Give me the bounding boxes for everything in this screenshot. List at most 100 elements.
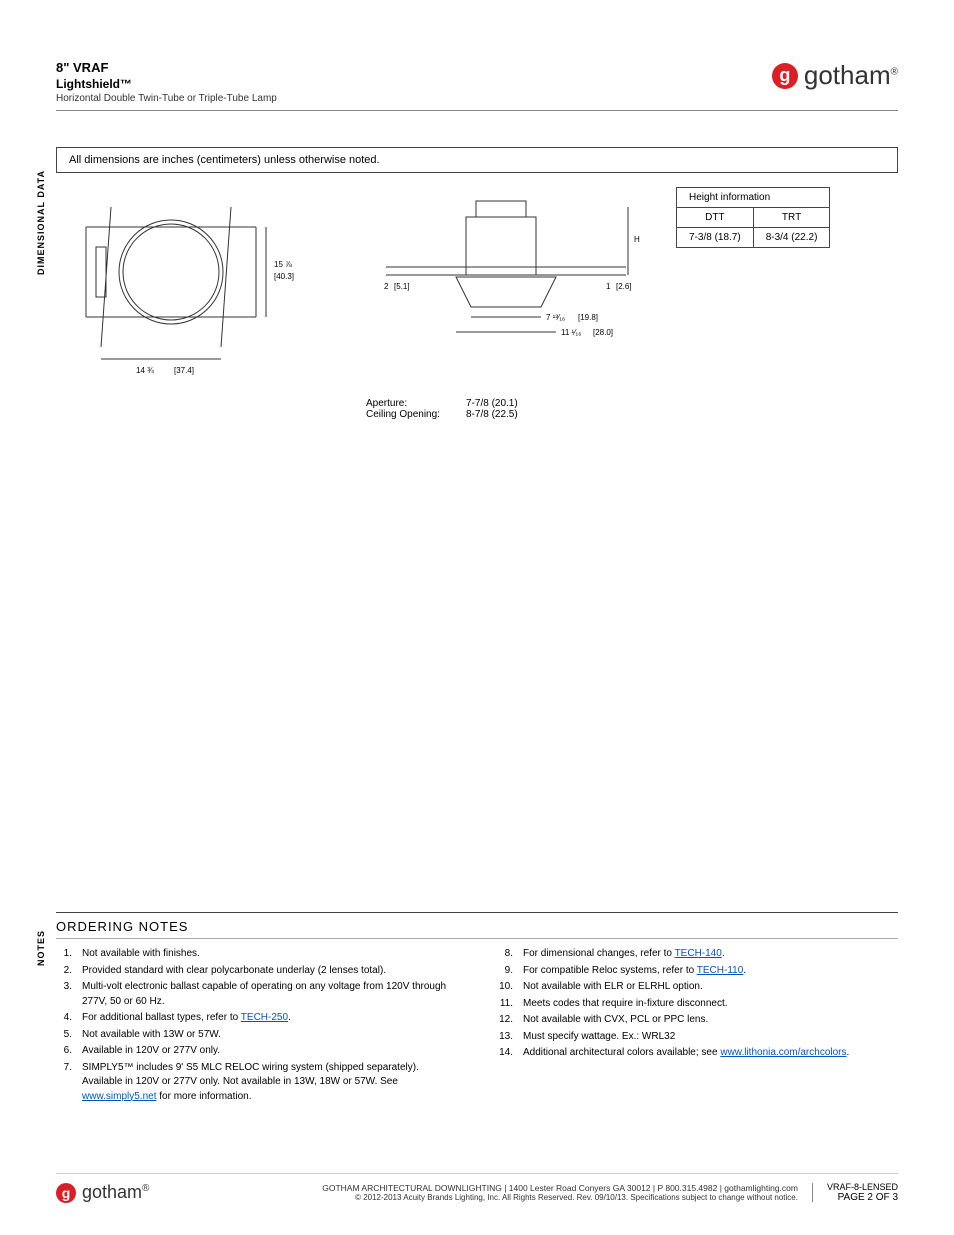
note-number: 9. <box>497 964 513 979</box>
note-text: Multi-volt electronic ballast capable of… <box>82 980 457 1009</box>
aperture-value: 7-7/8 (20.1) <box>466 398 518 409</box>
note-text: Not available with 13W or 57W. <box>82 1028 221 1043</box>
note-row: 6. Available in 120V or 277V only. <box>56 1044 457 1059</box>
footer-g-icon: g <box>56 1183 76 1203</box>
brand-logo: g gotham® <box>772 60 898 91</box>
aperture-block: Aperture: 7-7/8 (20.1) Ceiling Opening: … <box>366 398 646 420</box>
note-row: 2. Provided standard with clear polycarbo… <box>56 964 457 979</box>
dim-right-in: 1 <box>606 282 611 291</box>
note-link[interactable]: www.lithonia.com/archcolors <box>720 1047 846 1058</box>
dim-right-cm: [2.6] <box>616 282 632 291</box>
dim-outer-cm: [28.0] <box>593 328 613 337</box>
dim-width-in: 14 ¾ <box>136 366 154 375</box>
product-subname: Lightshield™ <box>56 77 277 91</box>
note-text: For dimensional changes, refer to TECH-1… <box>523 947 725 962</box>
note-link[interactable]: TECH-110 <box>697 965 744 976</box>
note-number: 14. <box>497 1046 513 1061</box>
note-text: SIMPLY5™ includes 9' S5 MLC RELOC wiring… <box>82 1061 457 1105</box>
dim-inner-cm: [19.8] <box>578 313 598 322</box>
height-table-wrap: Height information DTT TRT 7-3/8 (18.7) … <box>676 187 830 248</box>
note-number: 12. <box>497 1013 513 1028</box>
height-table-title: Height information <box>677 188 830 208</box>
notes-col-right: 8. For dimensional changes, refer to TECH… <box>497 947 898 1106</box>
product-name: 8" VRAF <box>56 60 277 75</box>
drawing-side-svg: 2 [5.1] 1 [2.6] H 7 ¹³⁄₁₆ [19.8] 11 ¹⁄₁₆… <box>366 187 646 357</box>
footer-right: VRAF-8-LENSED PAGE 2 OF 3 <box>827 1182 898 1203</box>
aperture-label: Aperture: <box>366 398 456 409</box>
note-number: 1. <box>56 947 72 962</box>
note-row: 1. Not available with finishes. <box>56 947 457 962</box>
note-text: Must specify wattage. Ex.: WRL32 <box>523 1030 675 1045</box>
dim-left-cm: [5.1] <box>394 282 410 291</box>
brand-g-icon: g <box>772 63 798 89</box>
footer-copyright: © 2012-2013 Acuity Brands Lighting, Inc.… <box>163 1193 798 1202</box>
note-link[interactable]: TECH-140 <box>675 948 722 959</box>
brand-text: gotham® <box>804 60 898 91</box>
footer-brand-text: gotham® <box>82 1182 149 1203</box>
note-link[interactable]: TECH-250 <box>241 1012 288 1023</box>
dim-left-in: 2 <box>384 282 389 291</box>
note-number: 4. <box>56 1011 72 1026</box>
notes-title: ORDERING NOTES <box>56 919 898 934</box>
note-row: 8. For dimensional changes, refer to TECH… <box>497 947 898 962</box>
dimension-note-text: All dimensions are inches (centimeters) … <box>69 154 380 166</box>
dimension-note-box: All dimensions are inches (centimeters) … <box>56 147 898 173</box>
note-number: 3. <box>56 980 72 1009</box>
page-footer: g gotham® GOTHAM ARCHITECTURAL DOWNLIGHT… <box>56 1173 898 1203</box>
ceiling-opening-label: Ceiling Opening: <box>366 409 456 420</box>
page-header: 8" VRAF Lightshield™ Horizontal Double T… <box>56 60 898 111</box>
section-tab-dimensional: DIMENSIONAL DATA <box>36 170 46 275</box>
height-val-dtt: 7-3/8 (18.7) <box>677 228 754 248</box>
dim-width-cm: [37.4] <box>174 366 194 375</box>
note-number: 10. <box>497 980 513 995</box>
note-row: 11. Meets codes that require in-fixture d… <box>497 997 898 1012</box>
note-text: Provided standard with clear polycarbona… <box>82 964 386 979</box>
note-text: Available in 120V or 277V only. <box>82 1044 220 1059</box>
note-row: 14. Additional architectural colors avail… <box>497 1046 898 1061</box>
footer-center: GOTHAM ARCHITECTURAL DOWNLIGHTING | 1400… <box>163 1183 813 1202</box>
note-text: Additional architectural colors availabl… <box>523 1046 849 1061</box>
footer-address: GOTHAM ARCHITECTURAL DOWNLIGHTING | 1400… <box>163 1183 798 1193</box>
note-number: 7. <box>56 1061 72 1105</box>
note-row: 9. For compatible Reloc systems, refer to… <box>497 964 898 979</box>
height-col-trt: TRT <box>753 208 830 228</box>
note-number: 13. <box>497 1030 513 1045</box>
note-row: 5. Not available with 13W or 57W. <box>56 1028 457 1043</box>
note-number: 2. <box>56 964 72 979</box>
note-text: Not available with CVX, PCL or PPC lens. <box>523 1013 708 1028</box>
section-tab-notes: NOTES <box>36 930 46 966</box>
height-val-trt: 8-3/4 (22.2) <box>753 228 830 248</box>
footer-doc: VRAF-8-LENSED <box>827 1182 898 1192</box>
note-row: 7.SIMPLY5™ includes 9' S5 MLC RELOC wiri… <box>56 1061 457 1105</box>
note-link[interactable]: www.simply5.net <box>82 1091 156 1102</box>
dim-outer-in: 11 ¹⁄₁₆ <box>561 328 581 337</box>
note-row: 13. Must specify wattage. Ex.: WRL32 <box>497 1030 898 1045</box>
height-table: Height information DTT TRT 7-3/8 (18.7) … <box>676 187 830 248</box>
dim-inner-in: 7 ¹³⁄₁₆ <box>546 313 565 322</box>
note-text: For compatible Reloc systems, refer to T… <box>523 964 746 979</box>
note-number: 8. <box>497 947 513 962</box>
drawing-top-svg: 15 ⅞ [40.3] 14 ¾ [37.4] <box>56 187 336 387</box>
note-number: 11. <box>497 997 513 1012</box>
footer-logo: g gotham® <box>56 1182 149 1203</box>
height-col-dtt: DTT <box>677 208 754 228</box>
drawing-top-view: 15 ⅞ [40.3] 14 ¾ [37.4] <box>56 187 336 392</box>
note-number: 5. <box>56 1028 72 1043</box>
note-text: Meets codes that require in-fixture disc… <box>523 997 728 1012</box>
product-desc: Horizontal Double Twin-Tube or Triple-Tu… <box>56 93 277 104</box>
drawing-side-wrap: 2 [5.1] 1 [2.6] H 7 ¹³⁄₁₆ [19.8] 11 ¹⁄₁₆… <box>366 187 646 420</box>
dim-depth-in: 15 ⅞ <box>274 260 292 269</box>
dim-H: H <box>634 235 640 244</box>
notes-section: ORDERING NOTES 1. Not available with fini… <box>56 912 898 1106</box>
note-text: For additional ballast types, refer to T… <box>82 1011 291 1026</box>
dim-depth-cm: [40.3] <box>274 272 294 281</box>
note-row: 3. Multi-volt electronic ballast capable … <box>56 980 457 1009</box>
drawing-side-view: 2 [5.1] 1 [2.6] H 7 ¹³⁄₁₆ [19.8] 11 ¹⁄₁₆… <box>366 187 646 362</box>
note-row: 10.Not available with ELR or ELRHL optio… <box>497 980 898 995</box>
note-row: 12. Not available with CVX, PCL or PPC le… <box>497 1013 898 1028</box>
note-number: 6. <box>56 1044 72 1059</box>
footer-page: PAGE 2 OF 3 <box>827 1192 898 1203</box>
note-row: 4. For additional ballast types, refer to… <box>56 1011 457 1026</box>
note-text: Not available with finishes. <box>82 947 200 962</box>
ceiling-opening-value: 8-7/8 (22.5) <box>466 409 518 420</box>
